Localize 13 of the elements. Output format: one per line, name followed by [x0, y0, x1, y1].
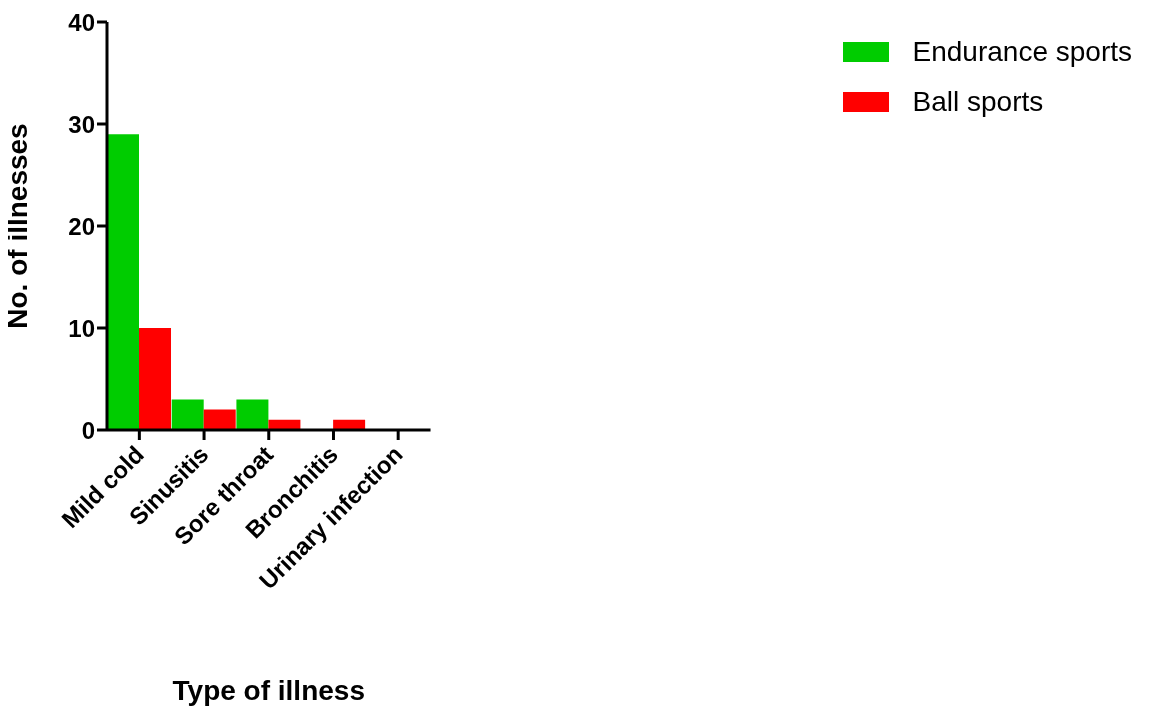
y-tick-label: 40 [68, 8, 95, 36]
bar [139, 328, 171, 430]
y-tick-label: 20 [68, 212, 95, 240]
legend-label: Ball sports [912, 86, 1044, 118]
bar [171, 399, 204, 430]
y-tick-label: 0 [81, 416, 95, 444]
bar [107, 134, 139, 430]
bar [236, 399, 269, 430]
x-axis-title: Type of illness [172, 675, 365, 706]
legend-label: Endurance sports [912, 36, 1132, 68]
y-tick-label: 10 [68, 314, 95, 342]
bar [203, 409, 236, 430]
y-tick-label: 30 [68, 110, 95, 138]
